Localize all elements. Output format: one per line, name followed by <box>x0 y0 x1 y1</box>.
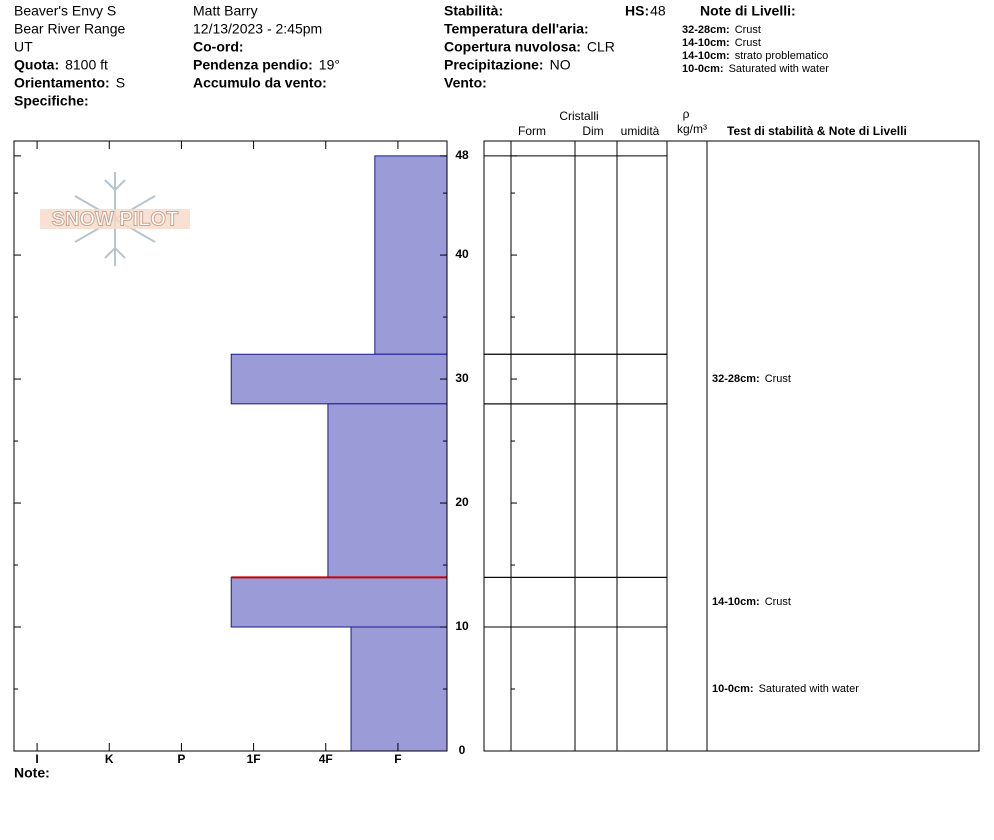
density-symbol: ρ <box>683 107 690 121</box>
header-text: Bear River Range <box>14 21 125 37</box>
header-label: Precipitazione: <box>444 57 544 73</box>
header-value: 19° <box>319 57 340 73</box>
note-text: Crust <box>735 37 761 49</box>
crystals-title: Cristalli <box>559 109 598 123</box>
x-tick-label: I <box>35 752 38 766</box>
note-text: Crust <box>735 24 761 36</box>
x-tick-label: 4F <box>319 752 333 766</box>
layer-note-text: Saturated with water <box>759 683 860 695</box>
layer-note-range: 10-0cm: <box>712 683 754 695</box>
logo-band <box>40 209 190 229</box>
column-title: umidità <box>621 124 660 138</box>
x-tick-label: 1F <box>247 752 261 766</box>
header-value: CLR <box>587 39 615 55</box>
note-range: 14-10cm: <box>682 50 730 62</box>
y-tick-label: 0 <box>459 743 466 757</box>
hardness-bar <box>230 353 448 405</box>
y-tick-label: 20 <box>455 495 469 509</box>
header-label: Vento: <box>444 75 487 91</box>
column-title: Dim <box>582 124 603 138</box>
hs-label: HS: <box>625 3 649 19</box>
note-text: Saturated with water <box>729 63 830 75</box>
note-text: strato problematico <box>735 50 829 62</box>
x-tick-label: P <box>177 752 185 766</box>
header-label: Quota: <box>14 57 59 73</box>
y-tick-label: 30 <box>455 371 469 385</box>
layer-note-text: Crust <box>765 373 791 385</box>
notes-title: Note di Livelli: <box>700 3 796 19</box>
header-value: NO <box>550 57 571 73</box>
header-value: S <box>116 75 125 91</box>
note-range: 10-0cm: <box>682 63 724 75</box>
header-label: Copertura nuvolosa: <box>444 39 581 55</box>
x-tick-label: F <box>394 752 401 766</box>
logo-text: SNOW PILOT <box>52 208 179 230</box>
hardness-bar <box>230 576 448 628</box>
hs-value: 48 <box>650 3 666 19</box>
header-label: Stabilità: <box>444 3 503 19</box>
layer-note-range: 32-28cm: <box>712 373 760 385</box>
header-label: Temperatura dell'aria: <box>444 21 589 37</box>
header-label: Specifiche: <box>14 93 89 109</box>
header-value: 8100 ft <box>65 57 108 73</box>
header-text: 12/13/2023 - 2:45pm <box>193 21 322 37</box>
header-label: Accumulo da vento: <box>193 75 327 91</box>
hardness-bar <box>350 626 448 752</box>
header-label: Pendenza pendio: <box>193 57 313 73</box>
header-text: Beaver's Envy S <box>14 3 116 19</box>
header-label: Co-ord: <box>193 39 244 55</box>
x-tick-label: K <box>105 752 114 766</box>
note-range: 14-10cm: <box>682 37 730 49</box>
layer-note-range: 14-10cm: <box>712 596 760 608</box>
hardness-frame <box>13 140 448 752</box>
y-tick-label: 10 <box>455 619 469 633</box>
layer-note-text: Crust <box>765 596 791 608</box>
notes-column-title: Test di stabilità & Note di Livelli <box>727 124 907 138</box>
header-label: Orientamento: <box>14 75 110 91</box>
header-text: UT <box>14 39 33 55</box>
hardness-bar <box>327 403 448 578</box>
note-label: Note: <box>14 765 50 781</box>
y-tick-label: 48 <box>455 148 469 162</box>
note-range: 32-28cm: <box>682 24 730 36</box>
header-text: Matt Barry <box>193 3 258 19</box>
layers-frame <box>483 140 980 752</box>
hardness-bar <box>374 155 448 355</box>
density-unit: kg/m³ <box>677 122 707 136</box>
column-title: Form <box>518 124 546 138</box>
y-tick-label: 40 <box>455 247 469 261</box>
